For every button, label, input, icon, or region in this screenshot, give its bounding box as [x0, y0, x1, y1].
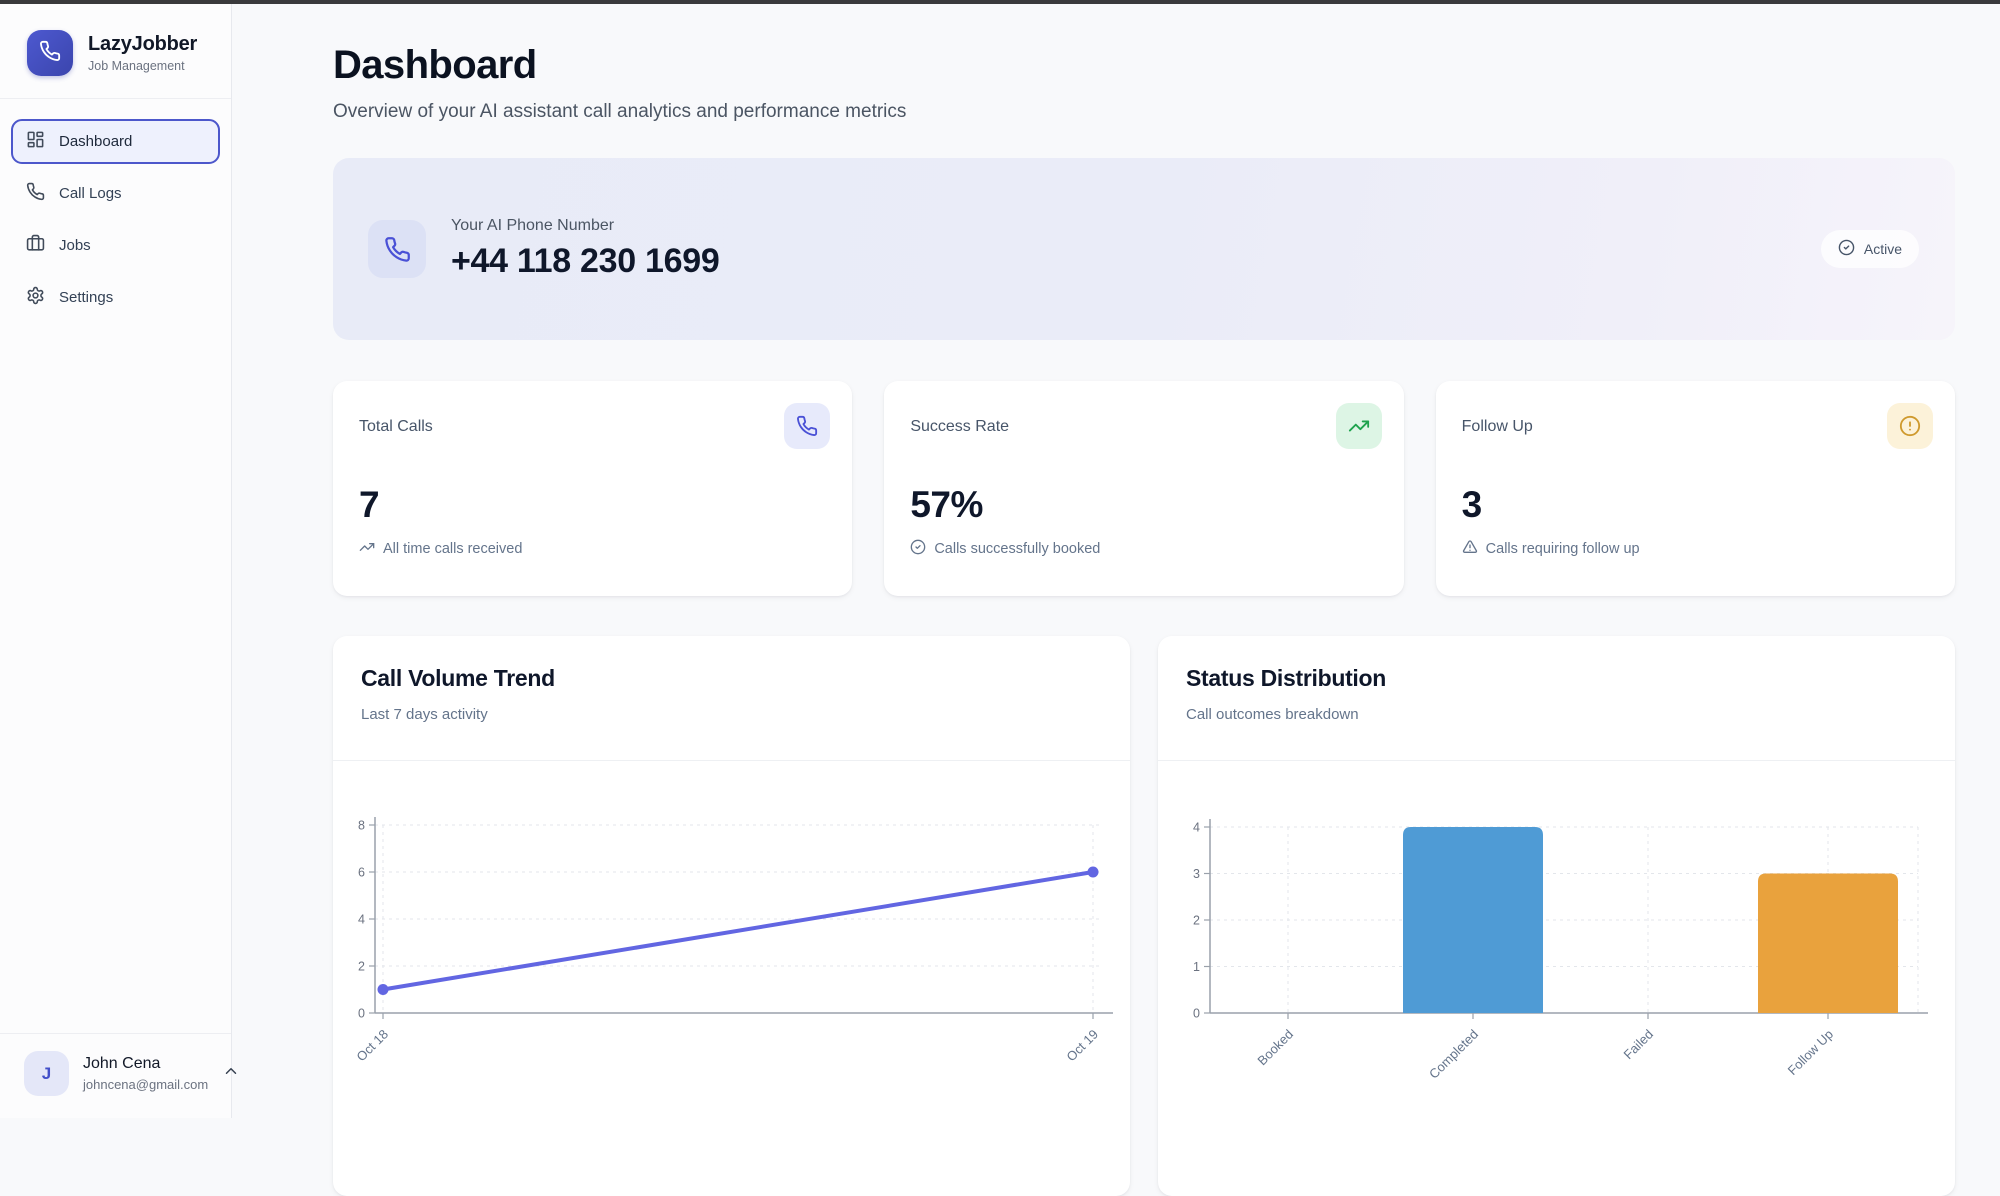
stat-value: 3 — [1461, 484, 1483, 525]
sidebar-item-settings[interactable]: Settings — [11, 275, 220, 320]
divider — [0, 98, 231, 99]
window-edge — [0, 0, 2000, 4]
stat-description-text: Calls requiring follow up — [1485, 541, 1640, 557]
phone-icon — [784, 403, 831, 449]
page-title: Dashboard — [333, 43, 537, 87]
svg-text:2: 2 — [1193, 914, 1200, 928]
sidebar: LazyJobber Job Management Dashboard Call… — [0, 4, 237, 1118]
check-circle-icon — [910, 539, 926, 559]
sidebar-item-jobs[interactable]: Jobs — [11, 223, 220, 268]
svg-text:6: 6 — [358, 866, 365, 880]
brand-subtitle: Job Management — [88, 59, 185, 73]
avatar: J — [24, 1051, 69, 1096]
svg-text:Follow Up: Follow Up — [1785, 1027, 1836, 1078]
svg-text:Completed: Completed — [1426, 1027, 1481, 1082]
trending-up-icon — [1335, 403, 1382, 449]
phone-icon — [39, 40, 61, 67]
phone-number-value: +44 118 230 1699 — [451, 242, 720, 280]
chart-subtitle: Last 7 days activity — [361, 706, 488, 723]
stat-description: All time calls received — [359, 539, 826, 559]
gear-icon — [26, 286, 45, 309]
main-content: Dashboard Overview of your AI assistant … — [232, 4, 2000, 1196]
svg-text:1: 1 — [1193, 960, 1200, 974]
status-distribution-card: Status Distribution Call outcomes breakd… — [1158, 636, 1955, 1196]
stat-card-total-calls: Total Calls 7 All time calls received — [333, 381, 853, 596]
svg-text:0: 0 — [358, 1007, 365, 1021]
user-menu[interactable]: J John Cena johncena@gmail.com — [0, 1033, 237, 1118]
triangle-alert-icon — [1462, 539, 1478, 559]
chevron-up-icon[interactable] — [222, 1062, 240, 1085]
sidebar-item-label: Jobs — [59, 237, 91, 254]
sidebar-item-dashboard[interactable]: Dashboard — [11, 119, 220, 164]
brand-logo — [27, 30, 73, 76]
svg-text:4: 4 — [358, 913, 365, 927]
stat-cards: Total Calls 7 All time calls received Su… — [333, 381, 1955, 596]
brand-name: LazyJobber — [88, 33, 198, 55]
phone-number-label: Your AI Phone Number — [451, 217, 615, 234]
brand: LazyJobber Job Management — [0, 4, 231, 98]
alert-circle-icon — [1886, 403, 1933, 449]
charts-row: Call Volume Trend Last 7 days activity 0… — [333, 636, 1955, 1196]
stat-description: Calls requiring follow up — [1462, 539, 1929, 559]
divider — [333, 760, 1130, 761]
sidebar-item-label: Dashboard — [59, 133, 133, 150]
phone-icon — [368, 220, 426, 278]
stat-card-follow-up: Follow Up 3 Calls requiring follow up — [1435, 381, 1955, 596]
sidebar-item-call-logs[interactable]: Call Logs — [11, 171, 220, 216]
svg-text:Oct 19: Oct 19 — [1063, 1027, 1101, 1065]
stat-card-success-rate: Success Rate 57% Calls successfully book… — [884, 381, 1404, 596]
chart-title: Call Volume Trend — [361, 665, 555, 691]
sidebar-item-label: Call Logs — [59, 185, 122, 202]
chart-subtitle: Call outcomes breakdown — [1186, 706, 1359, 723]
trending-up-icon — [359, 539, 375, 559]
check-circle-icon — [1838, 239, 1855, 259]
user-email: johncena@gmail.com — [83, 1076, 209, 1092]
chart-title: Status Distribution — [1186, 665, 1387, 691]
sidebar-item-label: Settings — [59, 289, 114, 306]
status-badge-label: Active — [1863, 241, 1902, 257]
status-distribution-bar-chart: 0 1 2 3 4 Booked Completed Failed Follow Up — [1193, 819, 1928, 1082]
svg-text:3: 3 — [1193, 867, 1200, 881]
stat-label: Follow Up — [1461, 418, 1533, 435]
svg-text:Failed: Failed — [1620, 1027, 1656, 1063]
svg-text:8: 8 — [358, 819, 365, 833]
divider — [1158, 760, 1955, 761]
stat-value: 57% — [910, 484, 983, 525]
stat-description: Calls successfully booked — [910, 539, 1377, 559]
svg-text:Oct 18: Oct 18 — [353, 1027, 391, 1065]
stat-label: Total Calls — [359, 418, 433, 435]
stat-value: 7 — [359, 484, 380, 525]
call-volume-trend-card: Call Volume Trend Last 7 days activity 0… — [333, 636, 1130, 1196]
call-volume-line-chart: 0 2 4 6 8 Oct 18 Oct 19 — [353, 817, 1113, 1065]
stat-label: Success Rate — [910, 418, 1010, 435]
svg-text:0: 0 — [1193, 1007, 1200, 1021]
svg-text:4: 4 — [1193, 821, 1200, 835]
sidebar-nav: Dashboard Call Logs Jobs Settings — [0, 99, 231, 340]
layout-grid-icon — [26, 130, 45, 153]
briefcase-icon — [26, 234, 45, 257]
stat-description-text: Calls successfully booked — [934, 541, 1101, 557]
phone-icon — [26, 182, 45, 205]
page-subtitle: Overview of your AI assistant call analy… — [333, 101, 907, 122]
stat-description-text: All time calls received — [383, 541, 523, 557]
svg-text:Booked: Booked — [1254, 1027, 1296, 1069]
phone-number-banner: Your AI Phone Number +44 118 230 1699 Ac… — [333, 158, 1955, 340]
status-badge: Active — [1820, 230, 1919, 268]
svg-text:2: 2 — [358, 960, 365, 974]
user-name: John Cena — [83, 1055, 161, 1073]
